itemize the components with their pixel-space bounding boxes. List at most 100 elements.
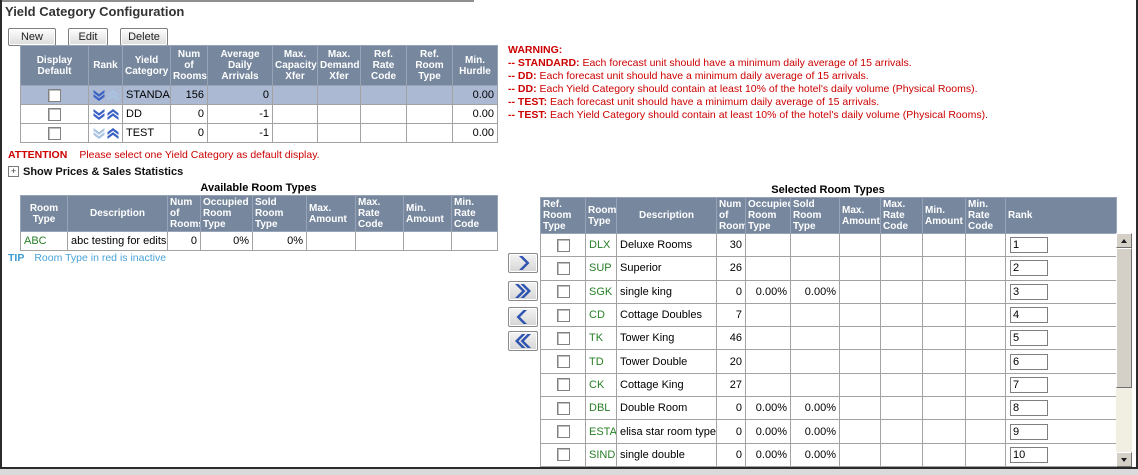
display-default-checkbox[interactable] — [48, 126, 61, 140]
table-row[interactable]: TD Tower Double 20 — [540, 349, 1117, 374]
min-hurdle-cell: 0.00 — [452, 104, 498, 124]
expand-icon[interactable] — [8, 166, 19, 177]
description-cell: Deluxe Rooms — [616, 232, 717, 258]
avg-daily-arrivals-cell: 0 — [207, 85, 273, 105]
num-of-rooms-cell: 46 — [716, 326, 746, 351]
ref-room-type-checkbox[interactable] — [556, 448, 570, 462]
rank-input[interactable] — [1010, 283, 1048, 300]
scrollbar-thumb[interactable] — [1116, 248, 1132, 388]
available-room-types-table: Room Type Description Num of Rooms Occup… — [20, 195, 498, 251]
triangle-down-icon — [1121, 457, 1127, 462]
rank-input[interactable] — [1010, 376, 1048, 393]
sold-room-type-cell — [790, 372, 840, 398]
display-default-checkbox[interactable] — [48, 107, 61, 121]
ref-room-type-checkbox[interactable] — [556, 261, 570, 275]
column-header: Ref. Room Type — [406, 45, 453, 86]
sold-room-type-cell — [790, 232, 840, 258]
rank-input[interactable] — [1010, 260, 1048, 277]
column-header: Ref. Rate Code — [360, 45, 407, 86]
table-row[interactable]: SGK single king 0 0.00% 0.00% — [540, 279, 1117, 304]
attention-message: ATTENTION Please select one Yield Categor… — [8, 149, 320, 161]
show-prices-toggle[interactable]: Show Prices & Sales Statistics — [8, 166, 183, 178]
warning-line: -- TEST: Each forecast unit should have … — [508, 96, 880, 108]
avg-daily-arrivals-cell: -1 — [207, 123, 273, 143]
ref-room-type-checkbox[interactable] — [556, 401, 570, 415]
rank-up-icon[interactable] — [107, 89, 119, 101]
window-border-left — [0, 0, 2, 475]
tip-message: TIP Room Type in red is inactive — [8, 252, 167, 264]
edit-button[interactable]: Edit — [68, 28, 108, 46]
rank-down-icon[interactable] — [93, 127, 105, 139]
column-header: Room Type — [585, 197, 617, 234]
yield-category-cell: DD — [122, 104, 171, 124]
num-of-rooms-cell: 30 — [716, 232, 746, 258]
ref-room-type-checkbox[interactable] — [556, 355, 570, 369]
num-of-rooms-cell: 0 — [170, 104, 208, 124]
table-row[interactable]: CK Cottage King 27 — [540, 372, 1117, 398]
rank-input[interactable] — [1010, 237, 1048, 254]
column-header: Rank — [1005, 197, 1117, 234]
selected-room-types-title: Selected Room Types — [771, 184, 885, 196]
column-header: Min. Rate Code — [451, 195, 498, 232]
ref-room-type-checkbox[interactable] — [556, 378, 570, 392]
ref-room-type-checkbox[interactable] — [556, 238, 570, 252]
column-header: Yield Category — [122, 45, 171, 86]
move-all-right-button[interactable] — [508, 281, 538, 301]
rank-input[interactable] — [1010, 400, 1048, 417]
occupied-room-type-cell: 0% — [200, 231, 253, 251]
table-row[interactable]: DLX Deluxe Rooms 30 — [540, 232, 1117, 258]
ref-room-type-checkbox[interactable] — [556, 308, 570, 322]
delete-button[interactable]: Delete — [120, 28, 168, 46]
table-row[interactable]: ABC abc testing for edits2 0 0% 0% — [20, 231, 498, 251]
vertical-scrollbar[interactable] — [1116, 233, 1132, 467]
double-chevron-right-icon — [515, 284, 531, 298]
scroll-up-button[interactable] — [1116, 233, 1132, 248]
column-header: Rank — [88, 45, 123, 86]
num-of-rooms-cell: 7 — [716, 302, 746, 328]
rank-up-icon[interactable] — [107, 127, 119, 139]
ref-room-type-checkbox[interactable] — [556, 425, 570, 439]
occupied-room-type-cell: 0.00% — [745, 396, 791, 421]
description-cell: single double — [616, 442, 717, 467]
available-room-types-title: Available Room Types — [200, 182, 317, 194]
window-bottom-strip — [0, 469, 1138, 475]
table-row[interactable]: TEST 0 -1 0.00 — [20, 123, 498, 143]
rank-input[interactable] — [1010, 423, 1048, 440]
new-button[interactable]: New — [8, 28, 56, 46]
move-left-button[interactable] — [508, 307, 538, 327]
rank-down-icon[interactable] — [93, 89, 105, 101]
column-header: Min. Rate Code — [965, 197, 1006, 234]
rank-down-icon[interactable] — [93, 108, 105, 120]
table-row[interactable]: DBL Double Room 0 0.00% 0.00% — [540, 396, 1117, 421]
table-row[interactable]: STANDARD 156 0 0.00 — [20, 85, 498, 105]
column-header: Occupied Room Type — [200, 195, 253, 232]
yield-category-table: Display Default Rank Yield Category Num … — [20, 45, 498, 143]
move-all-left-button[interactable] — [508, 331, 538, 351]
window-border-right — [1136, 0, 1138, 475]
table-row[interactable]: DD 0 -1 0.00 — [20, 104, 498, 124]
move-right-button[interactable] — [508, 253, 538, 273]
table-row[interactable]: CD Cottage Doubles 7 — [540, 302, 1117, 328]
rank-up-icon[interactable] — [107, 108, 119, 120]
num-of-rooms-cell: 0 — [716, 396, 746, 421]
ref-room-type-checkbox[interactable] — [556, 331, 570, 345]
num-of-rooms-cell: 0 — [716, 419, 746, 444]
min-hurdle-cell: 0.00 — [452, 85, 498, 105]
sold-room-type-cell — [790, 349, 840, 374]
description-cell: Double Room — [616, 396, 717, 421]
description-cell: elisa star room type test — [616, 419, 717, 444]
scroll-down-button[interactable] — [1116, 452, 1132, 467]
rank-input[interactable] — [1010, 353, 1048, 370]
rank-input[interactable] — [1010, 307, 1048, 324]
rank-input[interactable] — [1010, 330, 1048, 347]
ref-room-type-checkbox[interactable] — [556, 285, 570, 299]
display-default-checkbox[interactable] — [48, 88, 61, 102]
table-row[interactable]: SIND single double 0 0.00% 0.00% — [540, 442, 1117, 467]
table-row[interactable]: TK Tower King 46 — [540, 326, 1117, 351]
table-row[interactable]: SUP Superior 26 — [540, 256, 1117, 281]
room-type-cell: CD — [585, 302, 617, 328]
column-header: Max. Rate Code — [880, 197, 923, 234]
rank-input[interactable] — [1010, 446, 1048, 463]
column-header: Max. Rate Code — [355, 195, 404, 232]
table-row[interactable]: ESTAR elisa star room type test 0 0.00% … — [540, 419, 1117, 444]
